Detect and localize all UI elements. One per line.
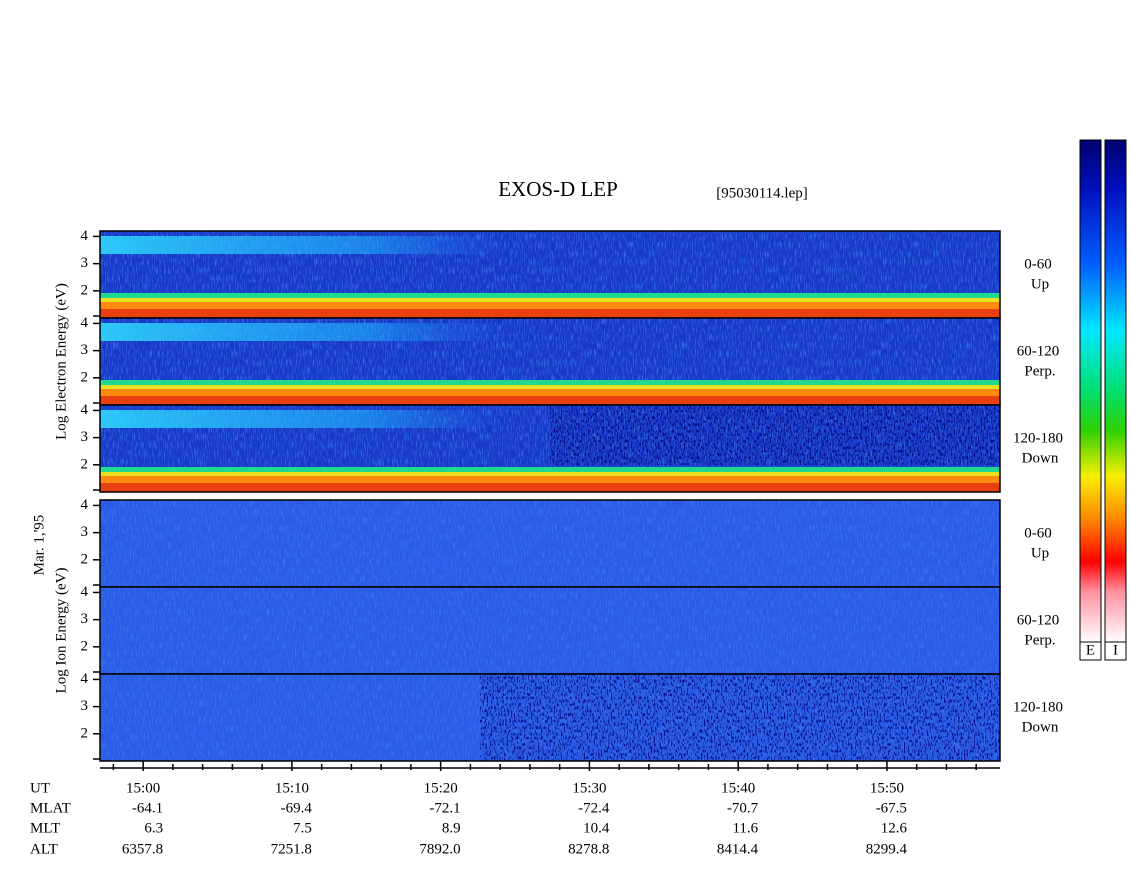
y-tick-label: 2 [81,282,89,298]
channel-angle: 0-60 [1024,256,1052,272]
channel-direction: Up [1031,276,1049,292]
spectrogram-noise [100,587,1000,674]
y-axis-label: Log Electron Energy (eV) [53,283,69,440]
ephemeris-row-label: MLT [30,820,60,836]
channel-direction: Perp. [1024,363,1055,379]
x-tick-label: 15:30 [572,780,606,796]
channel-angle: 60-120 [1017,612,1060,628]
colorbars: E I [1079,139,1127,661]
spectrogram-band [100,385,1000,389]
colorbar [1079,139,1102,643]
spectrogram-band [100,396,1000,405]
y-tick-label: 4 [81,497,89,513]
spectrogram-noise [480,674,1000,761]
channel-direction: Down [1022,719,1059,735]
ephemeris-value: -70.7 [727,800,759,816]
x-tick-label: 15:10 [275,780,309,796]
spectrogram-band [100,323,1000,341]
panel-frame [99,673,1001,762]
channel-angle: 120-180 [1013,699,1063,715]
y-tick-label: 3 [81,255,89,271]
ephemeris-value: -72.4 [578,800,610,816]
date-label: Mar. 1,'95 [31,515,47,576]
y-tick-label: 2 [81,456,89,472]
ephemeris-row-label: MLAT [30,800,71,816]
channel-direction: Down [1022,450,1059,466]
spectrogram-band [100,309,1000,318]
ephemeris-value: 7251.8 [271,841,312,857]
x-tick-label: 15:40 [721,780,755,796]
y-tick-label: 3 [81,524,89,540]
spectrogram-band [100,302,1000,309]
colorbar-label: I [1113,642,1118,658]
colorbar-label-box [1079,641,1102,661]
spectrogram-band [100,298,1000,302]
ephemeris-value: -67.5 [876,800,907,816]
ephemeris-value: 7892.0 [419,841,460,857]
ephemeris-value: 8278.8 [568,841,609,857]
ephemeris-value: 11.6 [732,820,758,836]
x-tick-label: 15:50 [870,780,904,796]
panel-frame [99,404,1001,493]
y-tick-label: 4 [81,671,89,687]
y-tick-label: 4 [81,584,89,600]
subtitle: [95030114.lep] [716,185,808,201]
colorbar-label-box [1104,641,1127,661]
ephemeris-value: 7.5 [293,820,312,836]
spectrogram-band [100,236,1000,254]
y-tick-label: 3 [81,698,89,714]
spectrogram-band [100,380,1000,385]
channel-angle: 120-180 [1013,430,1063,446]
ephemeris-value: 8299.4 [866,841,908,857]
y-tick-label: 3 [81,429,89,445]
ephemeris-value: 12.6 [881,820,908,836]
y-tick-label: 4 [81,228,89,244]
spectrogram-band [100,483,1000,492]
channel-direction: Perp. [1024,632,1055,648]
x-tick-label: 15:00 [126,780,160,796]
spectrogram-noise [100,500,1000,587]
ephemeris-value: 10.4 [583,820,610,836]
colorbar [1104,139,1127,643]
spectrogram-band [100,467,1000,472]
ephemeris-value: 6357.8 [122,841,163,857]
spectrogram-band [100,389,1000,396]
ephemeris-value: 8414.4 [717,841,759,857]
channel-angle: 0-60 [1024,525,1052,541]
ephemeris-value: -64.1 [132,800,163,816]
y-tick-label: 2 [81,725,89,741]
y-tick-label: 4 [81,402,89,418]
y-tick-label: 2 [81,369,89,385]
y-axis-label: Log Ion Energy (eV) [53,568,69,694]
ephemeris-row-label: ALT [30,841,58,857]
ephemeris-value: -72.1 [429,800,460,816]
colorbar-label: E [1086,642,1095,658]
channel-angle: 60-120 [1017,343,1060,359]
y-tick-label: 3 [81,611,89,627]
y-tick-label: 2 [81,638,89,654]
ephemeris-value: 8.9 [442,820,461,836]
title: EXOS-D LEP [498,177,618,201]
ephemeris-value: -69.4 [281,800,313,816]
spectrogram-noise [550,405,1000,465]
ephemeris-row-label: UT [30,780,50,796]
x-tick-label: 15:20 [424,780,458,796]
spectrogram-band [100,472,1000,476]
spectrogram-band [100,476,1000,483]
y-tick-label: 2 [81,551,89,567]
spectrogram-band [100,293,1000,298]
y-tick-label: 3 [81,342,89,358]
y-tick-label: 4 [81,315,89,331]
ephemeris-value: 6.3 [144,820,163,836]
channel-direction: Up [1031,545,1049,561]
